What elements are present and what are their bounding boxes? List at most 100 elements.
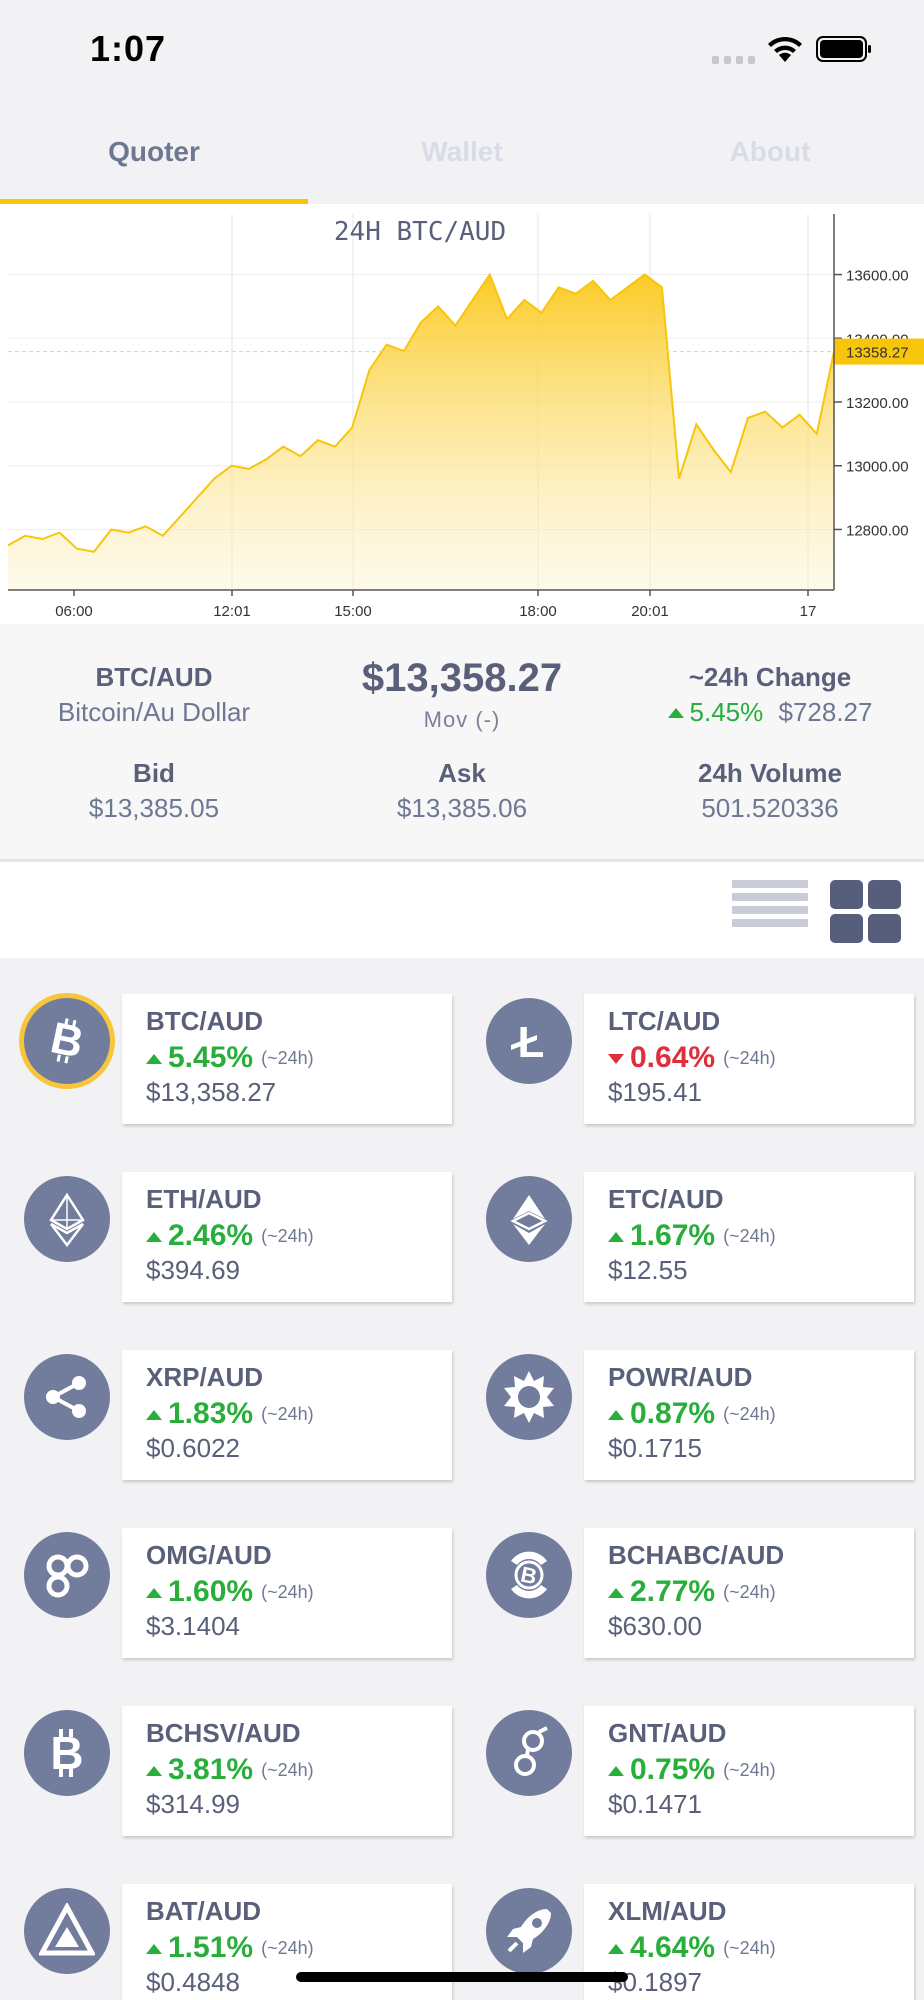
chart-x-tick-label: 15:00 bbox=[334, 603, 372, 620]
pair-tile[interactable]: ETH/AUD 2.46% (~24h) $394.69 bbox=[0, 1136, 462, 1314]
pair-change: 5.45% (~24h) bbox=[146, 1041, 452, 1075]
signal-icon bbox=[712, 56, 755, 64]
summary-bid-value: $13,385.05 bbox=[88, 793, 220, 823]
bitcoin-icon: B bbox=[24, 998, 110, 1084]
pair-tile[interactable]: OMG/AUD 1.60% (~24h) $3.1404 bbox=[0, 1492, 462, 1670]
up-arrow-icon bbox=[146, 1054, 162, 1064]
pair-change-pct: 2.46% bbox=[168, 1219, 254, 1252]
summary-volume: 24h Volume 501.520336 bbox=[616, 758, 924, 824]
wifi-icon bbox=[768, 36, 802, 62]
pair-change: 1.51% (~24h) bbox=[146, 1931, 452, 1965]
ethereum-icon bbox=[24, 1176, 110, 1262]
down-arrow-icon bbox=[608, 1054, 624, 1064]
pair-period: (~24h) bbox=[723, 1404, 776, 1424]
pair-card[interactable]: BCHSV/AUD 3.81% (~24h) $314.99 bbox=[122, 1706, 452, 1836]
pair-name: OMG/AUD bbox=[146, 1540, 272, 1570]
tab-quoter[interactable]: Quoter bbox=[0, 100, 308, 204]
summary-panel: BTC/AUD Bitcoin/Au Dollar $13,358.27 Mov… bbox=[0, 624, 924, 860]
chart-x-tick-label: 06:00 bbox=[55, 603, 93, 620]
pair-tile[interactable]: B BCHABC/AUD 2.77% (~24h) $630.00 bbox=[462, 1492, 924, 1670]
bitcoin-sv-icon: B bbox=[24, 1710, 110, 1796]
up-arrow-icon bbox=[608, 1410, 624, 1420]
price-chart[interactable]: 13600.0013400.0013200.0013000.0012800.00… bbox=[0, 204, 924, 624]
pair-tile[interactable]: L LTC/AUD 0.64% (~24h) $195.41 bbox=[462, 958, 924, 1136]
golem-icon bbox=[486, 1710, 572, 1796]
up-arrow-icon bbox=[146, 1588, 162, 1598]
pair-card[interactable]: LTC/AUD 0.64% (~24h) $195.41 bbox=[584, 994, 914, 1124]
pair-card[interactable]: POWR/AUD 0.87% (~24h) $0.1715 bbox=[584, 1350, 914, 1480]
pair-price: $13,358.27 bbox=[146, 1077, 277, 1107]
pair-period: (~24h) bbox=[261, 1048, 314, 1068]
pair-change-pct: 1.83% bbox=[168, 1397, 254, 1430]
pair-change-pct: 5.45% bbox=[168, 1041, 254, 1074]
up-arrow-icon bbox=[146, 1766, 162, 1776]
pair-change: 0.87% (~24h) bbox=[608, 1397, 914, 1431]
chart-y-tick-label: 13200.00 bbox=[846, 395, 909, 412]
up-arrow-icon bbox=[146, 1232, 162, 1242]
pair-tile[interactable]: ETC/AUD 1.67% (~24h) $12.55 bbox=[462, 1136, 924, 1314]
pair-card[interactable]: ETC/AUD 1.67% (~24h) $12.55 bbox=[584, 1172, 914, 1302]
chart-x-tick-label: 18:00 bbox=[519, 603, 557, 620]
pair-price: $0.4848 bbox=[146, 1967, 240, 1997]
pair-tile[interactable]: XLM/AUD 4.64% (~24h) $0.1897 bbox=[462, 1848, 924, 2000]
pair-change-pct: 1.60% bbox=[168, 1575, 254, 1608]
pair-change: 2.46% (~24h) bbox=[146, 1219, 452, 1253]
summary-price: $13,358.27 bbox=[361, 656, 563, 700]
pair-price: $630.00 bbox=[608, 1611, 702, 1641]
pair-card[interactable]: XRP/AUD 1.83% (~24h) $0.6022 bbox=[122, 1350, 452, 1480]
stellar-icon bbox=[486, 1888, 572, 1974]
chart-series-line bbox=[7, 272, 835, 553]
pair-period: (~24h) bbox=[261, 1404, 314, 1424]
pair-tile[interactable]: XRP/AUD 1.83% (~24h) $0.6022 bbox=[0, 1314, 462, 1492]
chart-y-tick-label: 13000.00 bbox=[846, 459, 909, 476]
summary-change-title: ~24h Change bbox=[688, 662, 852, 692]
power-ledger-icon bbox=[486, 1354, 572, 1440]
chart-y-tick-label: 13600.00 bbox=[846, 268, 909, 285]
chart-x-tick-label: 20:01 bbox=[631, 603, 669, 620]
summary-ask: Ask $13,385.06 bbox=[308, 758, 616, 824]
pair-name: BTC/AUD bbox=[146, 1006, 263, 1036]
pair-name: GNT/AUD bbox=[608, 1718, 727, 1748]
ethereum-classic-icon bbox=[486, 1176, 572, 1262]
pair-card[interactable]: BCHABC/AUD 2.77% (~24h) $630.00 bbox=[584, 1528, 914, 1658]
pair-price: $0.1471 bbox=[608, 1789, 702, 1819]
pair-price: $195.41 bbox=[608, 1077, 702, 1107]
grid-view-icon[interactable] bbox=[830, 880, 902, 943]
summary-pair: BTC/AUD Bitcoin/Au Dollar bbox=[0, 662, 308, 728]
view-toggle-bar bbox=[0, 862, 924, 958]
pair-tile[interactable]: GNT/AUD 0.75% (~24h) $0.1471 bbox=[462, 1670, 924, 1848]
bat-icon bbox=[24, 1888, 110, 1974]
pair-card[interactable]: GNT/AUD 0.75% (~24h) $0.1471 bbox=[584, 1706, 914, 1836]
summary-bid: Bid $13,385.05 bbox=[0, 758, 308, 824]
tab-bar: Quoter Wallet About bbox=[0, 100, 924, 204]
pair-card[interactable]: XLM/AUD 4.64% (~24h) $0.1897 bbox=[584, 1884, 914, 2000]
bitcoin-cash-icon: B bbox=[486, 1532, 572, 1618]
tab-wallet[interactable]: Wallet bbox=[421, 136, 503, 167]
pair-change: 2.77% (~24h) bbox=[608, 1575, 914, 1609]
pair-tile[interactable]: POWR/AUD 0.87% (~24h) $0.1715 bbox=[462, 1314, 924, 1492]
pair-change: 0.75% (~24h) bbox=[608, 1753, 914, 1787]
litecoin-icon: L bbox=[486, 998, 572, 1084]
pair-name: ETC/AUD bbox=[608, 1184, 724, 1214]
battery-icon bbox=[816, 36, 871, 62]
pair-price: $314.99 bbox=[146, 1789, 240, 1819]
pair-period: (~24h) bbox=[261, 1938, 314, 1958]
pair-tile[interactable]: B BTC/AUD 5.45% (~24h) $13,358.27 bbox=[0, 958, 462, 1136]
pair-price: $0.1897 bbox=[608, 1967, 702, 1997]
home-indicator bbox=[296, 1972, 628, 1982]
pair-card[interactable]: OMG/AUD 1.60% (~24h) $3.1404 bbox=[122, 1528, 452, 1658]
pair-card[interactable]: BAT/AUD 1.51% (~24h) $0.4848 bbox=[122, 1884, 452, 2000]
chart-svg: 13600.0013400.0013200.0013000.0012800.00… bbox=[7, 214, 924, 620]
pair-price: $394.69 bbox=[146, 1255, 240, 1285]
list-view-icon[interactable] bbox=[732, 880, 808, 940]
up-arrow-icon bbox=[608, 1766, 624, 1776]
pair-tile[interactable]: B BCHSV/AUD 3.81% (~24h) $314.99 bbox=[0, 1670, 462, 1848]
pair-period: (~24h) bbox=[723, 1760, 776, 1780]
up-arrow-icon bbox=[146, 1410, 162, 1420]
summary-bid-label: Bid bbox=[133, 758, 175, 788]
chart-x-tick-label: 17 bbox=[800, 603, 817, 620]
pair-card[interactable]: ETH/AUD 2.46% (~24h) $394.69 bbox=[122, 1172, 452, 1302]
tab-about[interactable]: About bbox=[729, 136, 811, 167]
svg-text:B: B bbox=[519, 1562, 540, 1590]
pair-card[interactable]: BTC/AUD 5.45% (~24h) $13,358.27 bbox=[122, 994, 452, 1124]
